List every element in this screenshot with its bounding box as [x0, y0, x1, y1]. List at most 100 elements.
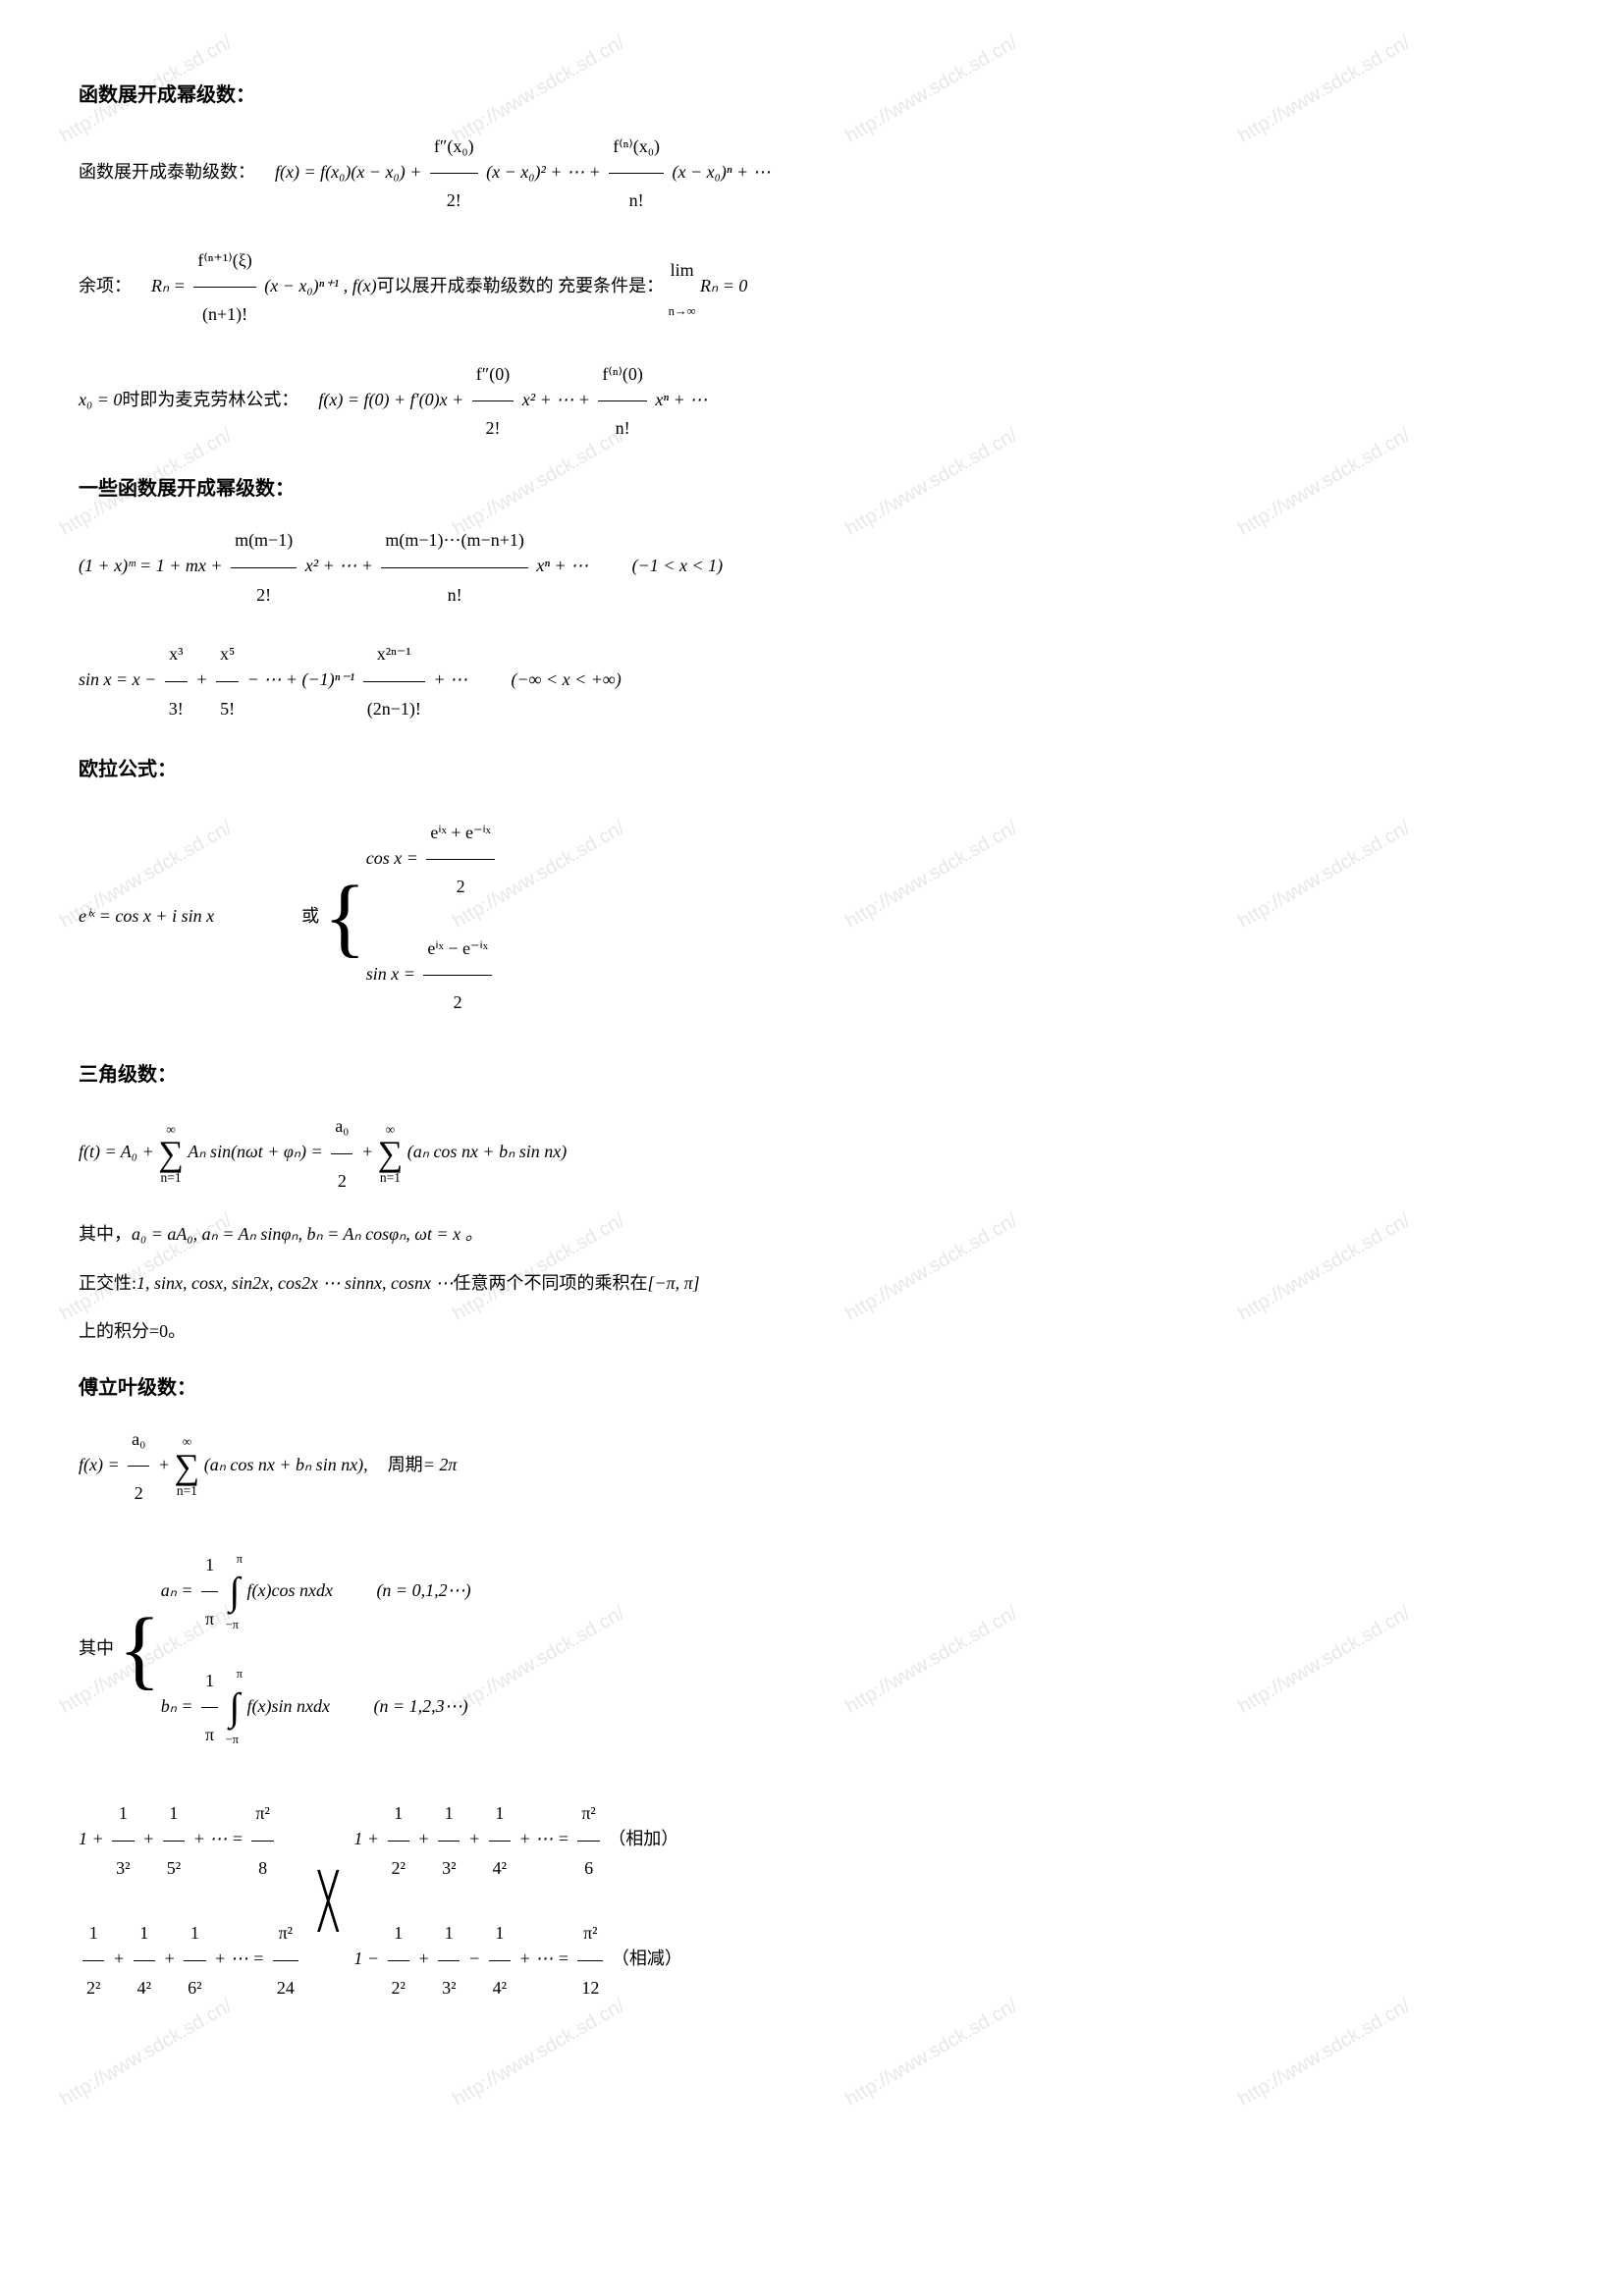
denominator: n! — [381, 568, 527, 619]
denominator: (n+1)! — [193, 288, 255, 339]
integral-icon: ∫ — [227, 1576, 243, 1608]
numerator: 1 — [134, 1908, 155, 1960]
formula-text: + — [195, 669, 207, 689]
formula-text: bₙ = — [161, 1696, 193, 1716]
numerator: 1 — [489, 1789, 511, 1841]
sigma-icon: ∑ — [378, 1136, 404, 1171]
numerator: f⁽ⁿ⁾(x₀) — [609, 122, 664, 174]
denominator: 4² — [134, 1961, 155, 2012]
brace-icon: { — [119, 1615, 161, 1685]
binomial-series: (1 + x)ᵐ = 1 + mx + m(m−1)2! x² + ⋯ + m(… — [79, 515, 1545, 619]
sum-bottom: n=1 — [175, 1484, 200, 1498]
basel-sum: 1 + 12² + 13² + 14² + ⋯ = π²6 （相加） — [353, 1789, 681, 1893]
formula-text: = 2π — [423, 1455, 458, 1474]
sine-series: sin x = x − x³3! + x⁵5! − ⋯ + (−1)ⁿ⁻¹ x²… — [79, 629, 1545, 733]
formula-text: xⁿ + ⋯ — [536, 556, 588, 575]
formula-text: a₀ = aA₀, aₙ = Aₙ sinφₙ, bₙ = Aₙ cosφₙ, … — [132, 1224, 483, 1244]
sum-bottom: n=1 — [158, 1171, 184, 1185]
add-label: （相加） — [608, 1829, 678, 1848]
numerator: 1 — [184, 1908, 205, 1960]
formula-text: 1, sinx, cosx, sin2x, cos2x ⋯ sinnx, cos… — [136, 1273, 453, 1293]
denominator: 2 — [331, 1154, 352, 1205]
formula-text: 1 + — [79, 1829, 104, 1848]
alternating-sum: 1 − 12² + 13² − 14² + ⋯ = π²12 （相减） — [353, 1908, 681, 2012]
numerator: x³ — [165, 629, 188, 681]
denominator: 2² — [388, 1842, 409, 1893]
formula-text: Rₙ = — [151, 276, 186, 295]
denominator: 5² — [163, 1842, 185, 1893]
condition: (n = 0,1,2⋯) — [376, 1580, 470, 1600]
condition: (n = 1,2,3⋯) — [373, 1696, 467, 1716]
heading-power-series: 函数展开成幂级数： — [79, 79, 1545, 107]
formula-text: − ⋯ + (−1)ⁿ⁻¹ — [247, 669, 355, 689]
numerator: a₀ — [331, 1101, 352, 1153]
formula-text: + — [417, 1829, 429, 1848]
remainder-label: 余项： — [79, 276, 132, 295]
numerator: m(m−1)⋯(m−n+1) — [381, 515, 527, 567]
lim-sub: n→∞ — [669, 294, 696, 329]
denominator: (2n−1)! — [363, 682, 425, 733]
formula-text: f(x) = f(0) + f′(0)x + — [318, 390, 463, 409]
formula-text: + — [468, 1829, 480, 1848]
trig-series-formula: f(t) = A₀ + ∞∑n=1 Aₙ sin(nωt + φₙ) = a₀2… — [79, 1101, 1545, 1205]
numerator: 1 — [163, 1789, 185, 1841]
formula-text: − — [468, 1949, 480, 1968]
formula-text: + ⋯ — [433, 669, 467, 689]
formula-text: f(t) = A₀ + — [79, 1142, 154, 1161]
ortho-end: 上的积分=0。 — [79, 1321, 186, 1341]
denominator: 8 — [251, 1842, 273, 1893]
formula-text: (x − x₀)ⁿ⁺¹ , f(x) — [264, 276, 376, 295]
numerator: 1 — [82, 1908, 104, 1960]
heading-trig-series: 三角级数： — [79, 1058, 1545, 1087]
taylor-series-formula: 函数展开成泰勒级数：f(x) = f(x₀)(x − x₀) + f″(x₀)2… — [79, 122, 1545, 226]
heading-fourier: 傅立叶级数： — [79, 1371, 1545, 1400]
ortho-label: 正交性: — [79, 1273, 136, 1293]
denominator: n! — [609, 174, 664, 225]
where-label: 其中， — [79, 1224, 132, 1244]
numerator: f″(x₀) — [430, 122, 478, 174]
denominator: 4² — [489, 1842, 511, 1893]
numerator: 1 — [388, 1908, 409, 1960]
denominator: 2! — [231, 568, 297, 619]
heading-some-series: 一些函数展开成幂级数： — [79, 472, 1545, 501]
orthogonality-line-2: 上的积分=0。 — [79, 1312, 1545, 1352]
formula-text: cos x = — [366, 848, 418, 868]
sub-label: （相减） — [612, 1949, 682, 1968]
formula-text: + — [158, 1455, 170, 1474]
brace-icon: { — [324, 882, 366, 953]
formula-text: (x − x₀)ⁿ + ⋯ — [673, 162, 771, 182]
coefficients-line: 其中，a₀ = aA₀, aₙ = Aₙ sinφₙ, bₙ = Aₙ cosφ… — [79, 1215, 1545, 1255]
sum-identities: 1 + 13² + 15² + ⋯ = π²8 12² + 14² + 16² … — [79, 1781, 1545, 2020]
formula-text: + ⋯ = — [519, 1829, 569, 1848]
formula-text: + ⋯ = — [193, 1829, 244, 1848]
denominator: 6 — [577, 1842, 599, 1893]
numerator: 1 — [438, 1908, 460, 1960]
formula-text: eⁱˣ = cos x + i sin x — [79, 906, 214, 926]
maclaurin-formula: x₀ = 0时即为麦克劳林公式：f(x) = f(0) + f′(0)x + f… — [79, 349, 1545, 454]
numerator: eⁱˣ − e⁻ⁱˣ — [423, 924, 491, 976]
numerator: 1 — [388, 1789, 409, 1841]
denominator: 3! — [165, 682, 188, 733]
lim-text: lim — [669, 245, 696, 294]
denominator: 12 — [577, 1961, 603, 2012]
denominator: π — [201, 1592, 218, 1643]
formula-text: x² + ⋯ + — [522, 390, 590, 409]
integral-icon: ∫ — [227, 1692, 243, 1724]
euler-formula: eⁱˣ = cos x + i sin x 或 { cos x = eⁱˣ + … — [79, 796, 1545, 1040]
denominator: 24 — [273, 1961, 298, 2012]
formula-text: + ⋯ = — [214, 1949, 264, 1968]
odd-squares-sum: 1 + 13² + 15² + ⋯ = π²8 — [79, 1789, 302, 1893]
denominator: n! — [598, 401, 647, 453]
period-label: 周期 — [388, 1455, 423, 1474]
sigma-icon: ∑ — [158, 1136, 184, 1171]
numerator: x⁵ — [216, 629, 239, 681]
formula-text: 1 − — [353, 1949, 379, 1968]
formula-text: + — [361, 1142, 373, 1161]
numerator: 1 — [489, 1908, 511, 1960]
sum-bottom: n=1 — [378, 1171, 404, 1185]
formula-text: x² + ⋯ + — [305, 556, 373, 575]
formula-text: x₀ = 0 — [79, 390, 122, 409]
numerator: 1 — [438, 1789, 460, 1841]
numerator: f⁽ⁿ⁺¹⁾(ξ) — [193, 236, 255, 288]
formula-text: f(x) = — [79, 1455, 120, 1474]
